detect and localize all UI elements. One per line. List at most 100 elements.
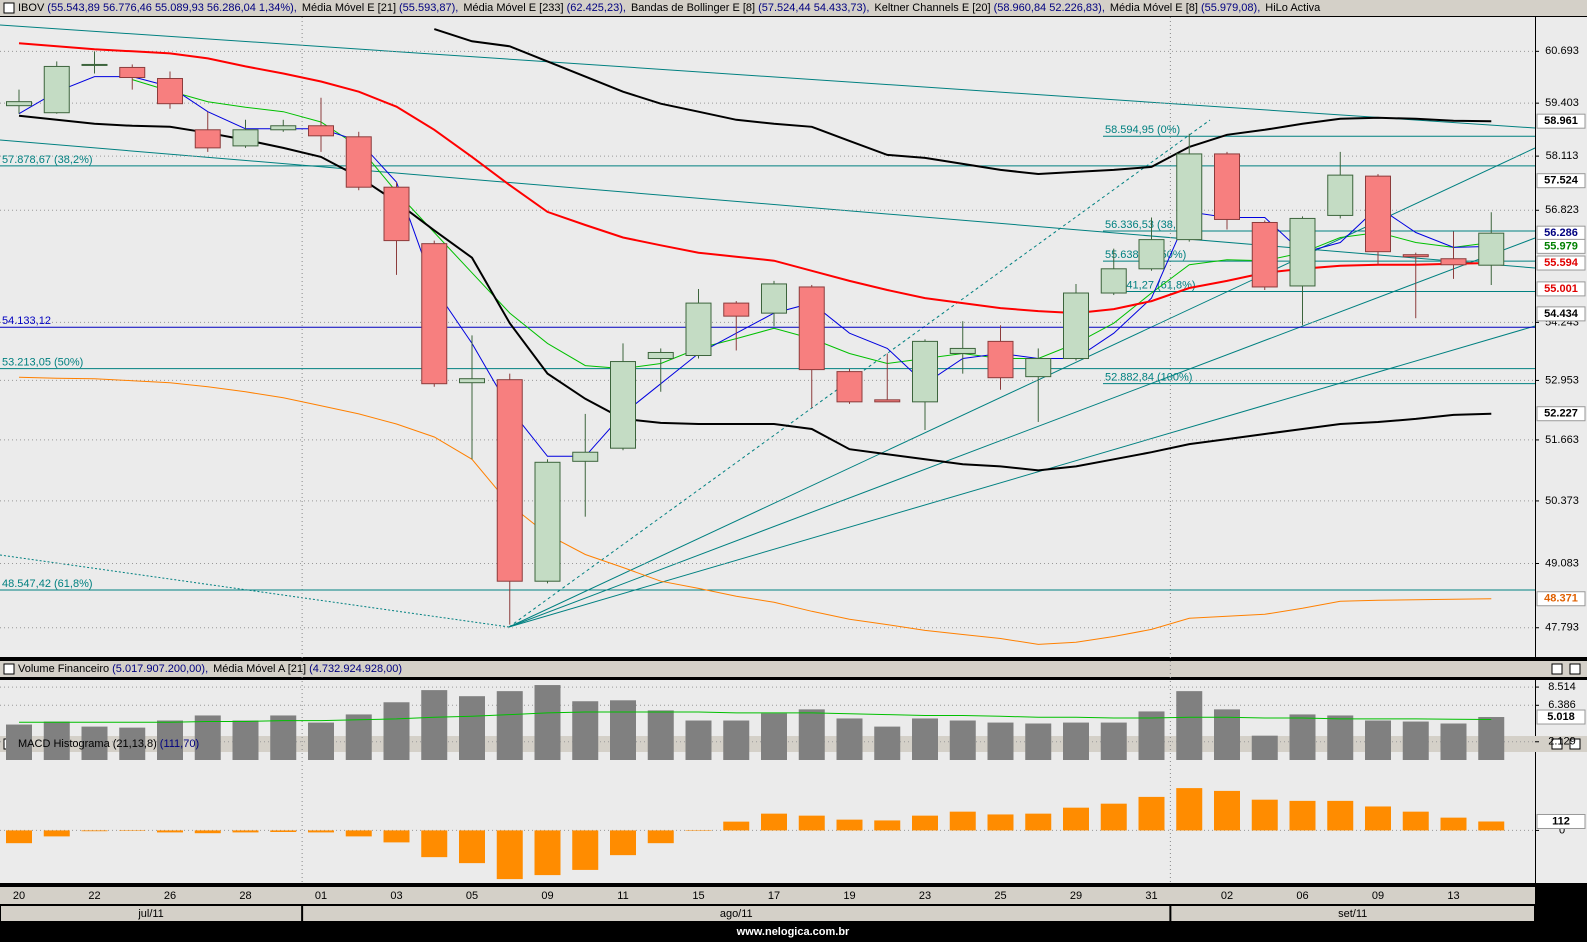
maximize-button[interactable] xyxy=(1551,663,1563,675)
month-cell xyxy=(1,906,302,921)
trend-line xyxy=(0,24,1536,129)
candle-body xyxy=(610,361,636,449)
trend-line xyxy=(508,237,1536,628)
candle-body xyxy=(874,399,901,403)
price-tag: 56.286 xyxy=(1544,227,1578,239)
candle-body xyxy=(119,66,146,79)
panel-header: MACD Histograma (21,13,8) (111,70) xyxy=(18,738,199,750)
candle-body xyxy=(1365,175,1391,253)
x-tick-label: 09 xyxy=(1372,890,1384,902)
x-tick-label: 05 xyxy=(466,890,478,902)
candle-body xyxy=(81,63,108,66)
candle-body xyxy=(685,302,712,357)
bar xyxy=(1063,722,1089,760)
support-label: 54.133,12 xyxy=(2,315,51,327)
bar xyxy=(912,815,938,831)
bar xyxy=(421,830,448,858)
bar xyxy=(232,830,259,833)
bar xyxy=(534,830,561,876)
bar xyxy=(534,685,561,760)
volume-header-bar xyxy=(0,661,1587,677)
bar xyxy=(1063,807,1089,831)
price-tag: 55.594 xyxy=(1544,257,1579,269)
bar xyxy=(1365,806,1391,831)
fib-label: 58.594,95 (0%) xyxy=(1105,124,1180,136)
y-tick-label: 52.953 xyxy=(1545,374,1579,386)
header-values: (58.960,84 52.226,83), xyxy=(994,2,1105,14)
bar xyxy=(1251,799,1278,831)
indicator-line xyxy=(18,76,1492,457)
bar xyxy=(345,714,372,760)
x-tick-label: 22 xyxy=(88,890,100,902)
bar xyxy=(1327,800,1354,831)
x-tick-label: 28 xyxy=(239,890,251,902)
candle-body xyxy=(1478,232,1505,266)
bar xyxy=(157,720,183,760)
x-tick-label: 11 xyxy=(617,890,628,902)
candle-body xyxy=(1138,239,1165,270)
candle-body xyxy=(1440,258,1467,266)
bar xyxy=(308,722,334,760)
header-name: Volume Financeiro xyxy=(18,663,109,675)
bar xyxy=(1251,735,1278,760)
bar xyxy=(1025,723,1052,760)
candle-body xyxy=(723,302,750,317)
close-button[interactable] xyxy=(1569,663,1581,675)
fib-label: 48.547,42 (61,8%) xyxy=(2,578,93,590)
price-tag-bg xyxy=(1536,406,1586,422)
month-label: ago/11 xyxy=(720,908,753,920)
bar xyxy=(81,830,108,832)
bar xyxy=(270,715,297,760)
candle-body xyxy=(308,125,334,137)
bar xyxy=(1402,721,1429,760)
y-tick-label: 60.693 xyxy=(1545,45,1579,57)
candle-body xyxy=(1251,221,1278,288)
x-tick-label: 19 xyxy=(843,890,855,902)
bar xyxy=(949,811,976,831)
y-tick-label: 59.403 xyxy=(1545,97,1579,109)
candle-body xyxy=(1025,358,1052,378)
candle-body xyxy=(534,461,561,582)
bar xyxy=(1478,821,1505,831)
candle-body xyxy=(345,136,372,188)
bar xyxy=(610,700,636,760)
candle-body xyxy=(43,65,70,114)
indicator-line xyxy=(18,376,1492,645)
candle-body xyxy=(761,283,787,314)
header-name: Média Móvel A [21] xyxy=(213,663,306,675)
bar xyxy=(1100,803,1127,831)
price-tag: 54.434 xyxy=(1544,308,1579,320)
bar xyxy=(232,720,259,760)
bar xyxy=(194,830,221,834)
x-tick-label: 29 xyxy=(1070,890,1082,902)
bar xyxy=(1402,811,1429,831)
trend-line xyxy=(508,325,1536,628)
x-tick-label: 01 xyxy=(315,890,327,902)
bar xyxy=(1138,711,1165,760)
x-tick-label: 03 xyxy=(390,890,402,902)
panel-header: IBOV (55.543,89 56.776,46 55.089,93 56.28… xyxy=(18,2,1321,14)
candle-body xyxy=(459,378,485,384)
bar xyxy=(43,830,70,837)
y-tick-label: 2.129 xyxy=(1548,736,1576,748)
candle-body xyxy=(949,347,976,354)
candle-body xyxy=(1289,217,1316,287)
bar xyxy=(1440,723,1467,760)
close-button[interactable] xyxy=(1569,738,1581,750)
price-tag-bg xyxy=(1536,173,1586,189)
bar xyxy=(345,830,372,837)
bar xyxy=(1440,817,1467,831)
header-values: (55.593,87), xyxy=(399,2,458,14)
candle-body xyxy=(572,451,599,462)
bar xyxy=(685,720,712,760)
price-tag: 55.979 xyxy=(1544,240,1578,252)
y-tick-label: 50.373 xyxy=(1545,495,1579,507)
header-values: (57.524,44 54.433,73), xyxy=(758,2,869,14)
candle-body xyxy=(194,129,221,149)
bar xyxy=(157,830,183,833)
maximize-button[interactable] xyxy=(1551,738,1563,750)
x-tick-label: 13 xyxy=(1447,890,1459,902)
price-tag: 52.227 xyxy=(1544,408,1578,420)
panel-icon xyxy=(3,2,15,14)
